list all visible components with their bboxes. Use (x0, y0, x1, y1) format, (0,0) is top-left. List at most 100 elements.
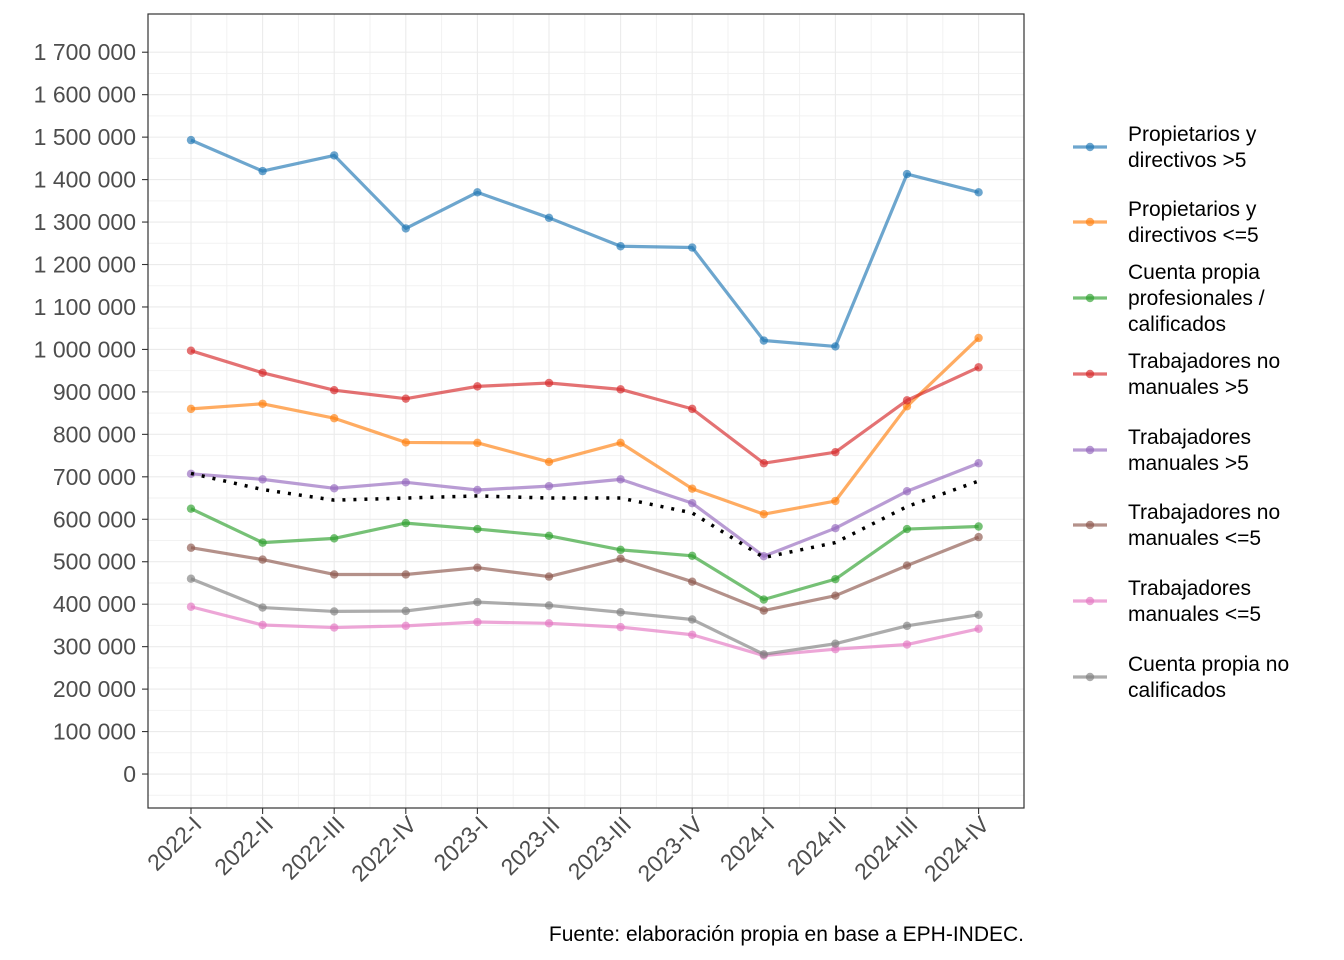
legend-item: Propietarios y directivos <=5 (1073, 198, 1259, 247)
x-tick-label: 2023-I (428, 811, 493, 876)
series-point (759, 650, 768, 659)
series-point (831, 523, 840, 533)
y-tick-label: 900 000 (53, 379, 136, 405)
series-line (190, 577, 979, 656)
y-tick-label: 500 000 (53, 549, 136, 575)
series-point (473, 438, 482, 448)
series-point (473, 382, 482, 391)
series-line (190, 138, 979, 349)
y-tick-label: 0 (123, 761, 136, 787)
series-point (473, 563, 482, 572)
legend-key-point (1085, 672, 1095, 682)
legend-key-point (1085, 445, 1095, 455)
legend-label: manuales >5 (1128, 452, 1249, 475)
series-point (759, 336, 768, 345)
series-point (186, 346, 196, 355)
series-point (688, 498, 697, 508)
legend-label: directivos <=5 (1128, 224, 1259, 247)
y-tick-label: 1 700 000 (34, 39, 136, 65)
legend-label: Trabajadores no (1128, 501, 1280, 524)
legend-label: directivos >5 (1128, 149, 1246, 172)
x-tick-label: 2022-IV (346, 811, 422, 887)
legend-label: Trabajadores no (1128, 350, 1280, 373)
series-point (401, 570, 410, 579)
series-point (544, 531, 554, 541)
series-point (186, 404, 196, 414)
y-axis: 0 100 000 200 000 300 000 400 000 500 000 600 … (34, 39, 148, 787)
series-point (473, 524, 482, 534)
legend-label: profesionales / (1128, 287, 1265, 310)
series-point (616, 545, 625, 555)
series-point (544, 601, 554, 610)
series-point (616, 438, 625, 448)
series-point (544, 213, 554, 223)
series-point (186, 602, 196, 611)
legend-label: Cuenta propia no (1128, 653, 1289, 676)
series-point (258, 620, 267, 630)
y-tick-label: 1 200 000 (34, 252, 136, 278)
legend-key-point (1085, 217, 1095, 227)
series-point (544, 481, 554, 491)
series-point (902, 621, 912, 631)
legend-item: Propietarios y directivos >5 (1073, 123, 1257, 172)
series-point (902, 487, 912, 496)
legend-label: calificados (1128, 313, 1226, 336)
series-point (473, 485, 482, 495)
y-tick-label: 100 000 (53, 719, 136, 745)
series-group (186, 135, 983, 351)
x-tick-label: 2022-II (209, 811, 278, 880)
series-point (974, 522, 983, 531)
series-point (544, 457, 554, 467)
x-tick-label: 2023-II (496, 811, 565, 880)
legend-key-point (1085, 369, 1095, 379)
x-tick-label: 2022-I (142, 811, 207, 876)
y-tick-label: 700 000 (53, 464, 136, 490)
legend-label: Trabajadores (1128, 577, 1251, 600)
legend-label: Propietarios y (1128, 123, 1257, 146)
chart-caption: Fuente: elaboración propia en base a EPH… (549, 923, 1024, 946)
legend-key-point (1085, 520, 1095, 530)
series-point (902, 402, 912, 411)
reference-line (190, 471, 980, 560)
legend-key-point (1085, 142, 1095, 152)
series-line (190, 461, 980, 558)
legend-key-point (1085, 293, 1095, 303)
y-tick-label: 200 000 (53, 676, 136, 702)
series-point (974, 333, 983, 343)
series-point (544, 572, 554, 581)
y-tick-label: 800 000 (53, 421, 136, 447)
series-point (616, 554, 625, 563)
series-point (401, 606, 410, 616)
legend-label: Trabajadores (1128, 426, 1251, 449)
series-point (759, 606, 768, 615)
legend-item: Trabajadores manuales <=5 (1073, 577, 1261, 626)
y-tick-label: 1 100 000 (34, 294, 136, 320)
x-tick-label: 2024-II (782, 811, 851, 880)
series-point (831, 342, 840, 351)
series-point (330, 151, 339, 160)
series-point (974, 624, 983, 634)
y-tick-label: 1 400 000 (34, 167, 136, 193)
legend-key-point (1085, 596, 1095, 606)
series-point (544, 619, 554, 628)
series-point (330, 607, 339, 616)
series-point (902, 396, 912, 405)
series-point (258, 475, 267, 484)
series-point (186, 543, 196, 552)
series-point (688, 615, 697, 624)
series-point (974, 459, 983, 468)
x-tick-label: 2022-III (276, 811, 350, 885)
series-point (974, 532, 983, 542)
series-point (759, 509, 768, 519)
series-point (902, 640, 912, 649)
series-point (401, 394, 410, 403)
series-point (688, 243, 697, 252)
series-point (616, 242, 625, 251)
series-point (831, 447, 840, 457)
plot-panel-border (147, 13, 1025, 809)
series-point (902, 169, 912, 179)
series-point (831, 574, 840, 584)
series-point (902, 561, 912, 570)
y-tick-label: 600 000 (53, 506, 136, 532)
